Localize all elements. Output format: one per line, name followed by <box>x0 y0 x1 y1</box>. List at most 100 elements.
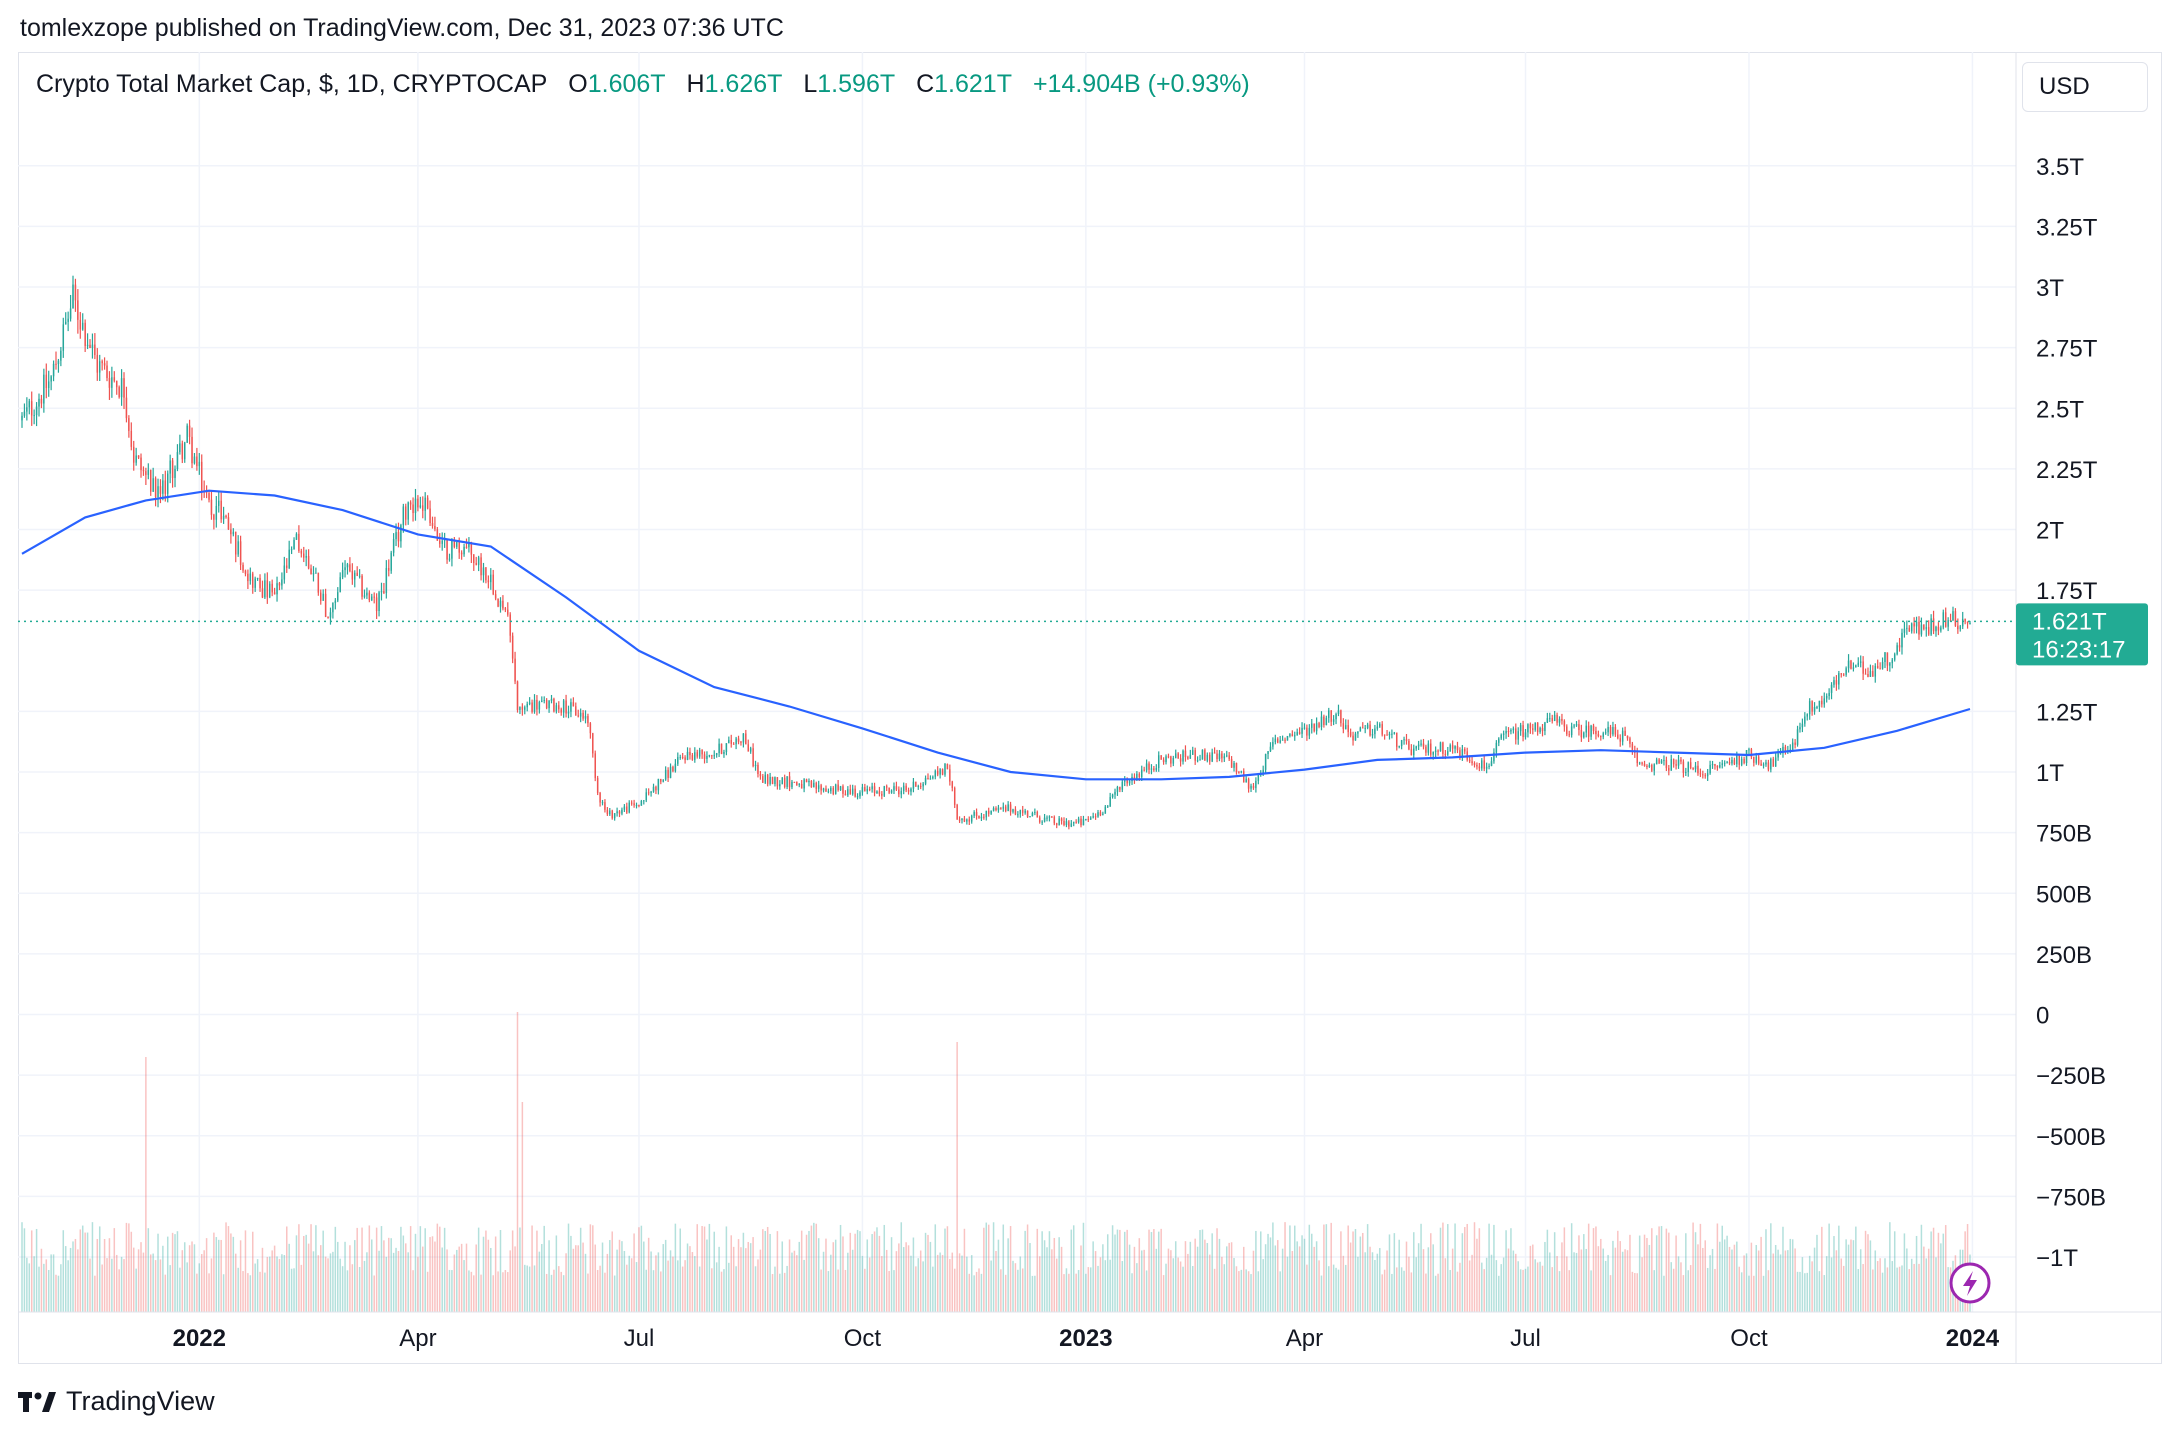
candle-body <box>970 815 973 822</box>
volume-bar <box>997 1239 1000 1312</box>
volume-bar <box>1233 1257 1235 1312</box>
candle-body <box>1799 727 1801 730</box>
symbol-description[interactable]: Crypto Total Market Cap, $, 1D, CRYPTOCA… <box>36 70 548 98</box>
candle-body <box>273 592 276 595</box>
volume-bar <box>1881 1272 1884 1312</box>
volume-bar <box>1298 1246 1301 1312</box>
candle-body <box>946 764 949 770</box>
candle-body <box>1228 755 1230 760</box>
candle-body <box>791 781 793 788</box>
candle-body <box>456 542 458 547</box>
volume-bar <box>686 1243 689 1312</box>
candle-body <box>1517 731 1519 740</box>
candle-body <box>281 579 283 586</box>
volume-bar <box>1872 1269 1874 1312</box>
candle-body <box>337 592 339 601</box>
candle-body <box>1765 762 1767 765</box>
volume-bar <box>436 1223 439 1312</box>
volume-bar <box>803 1259 805 1312</box>
volume-bar <box>380 1226 383 1312</box>
candle-body <box>1830 684 1833 693</box>
candle-body <box>1740 758 1743 765</box>
volume-bar <box>1308 1224 1311 1312</box>
volume-bar <box>1505 1230 1507 1312</box>
volume-bar <box>1648 1244 1651 1312</box>
volume-bar <box>142 1252 145 1312</box>
lightning-icon[interactable] <box>1949 1262 1991 1304</box>
volume-bar <box>745 1248 747 1312</box>
volume-bar <box>1126 1229 1128 1312</box>
candle-body <box>1949 620 1952 622</box>
candle-body <box>1187 757 1189 759</box>
candle-body <box>1702 774 1704 776</box>
volume-bar <box>958 1253 961 1312</box>
chart-frame[interactable] <box>18 52 2162 1364</box>
candle-body <box>647 792 650 794</box>
volume-bar <box>1148 1229 1150 1312</box>
volume-bar <box>200 1254 203 1312</box>
volume-bar <box>1449 1270 1451 1312</box>
candle-body <box>565 700 567 714</box>
volume-bar <box>1155 1248 1158 1312</box>
candle-body <box>181 443 184 460</box>
volume-bar <box>1947 1267 1949 1312</box>
candle-body <box>1570 726 1573 736</box>
volume-bar <box>1867 1234 1869 1312</box>
volume-bar <box>1483 1269 1485 1312</box>
candle-body <box>266 580 269 598</box>
candle-body <box>1315 723 1318 732</box>
volume-bar <box>1600 1238 1602 1312</box>
candle-body <box>1150 768 1153 770</box>
candle-body <box>1017 814 1019 816</box>
candle-body <box>137 455 140 458</box>
volume-bar <box>1840 1258 1843 1312</box>
candle-body <box>1058 818 1060 826</box>
volume-bar <box>975 1271 978 1312</box>
candle-body <box>1051 816 1053 818</box>
volume-bar <box>43 1263 45 1312</box>
candle-body <box>992 808 995 811</box>
volume-bar <box>660 1271 662 1312</box>
candle-body <box>929 778 932 780</box>
candle-body <box>1053 816 1056 824</box>
candle-body <box>562 700 565 713</box>
volume-bar <box>1493 1224 1495 1312</box>
volume-bar <box>388 1237 390 1312</box>
candle-body <box>26 407 28 412</box>
volume-bar <box>621 1241 623 1312</box>
candle-body <box>1859 661 1862 663</box>
candle-body <box>553 698 555 712</box>
candle-body <box>1505 731 1507 734</box>
candle-body <box>1449 745 1451 752</box>
volume-bar <box>1561 1242 1563 1312</box>
volume-bar <box>924 1232 927 1312</box>
lightning-icon-bolt[interactable] <box>1963 1271 1977 1296</box>
volume-bar <box>402 1235 405 1312</box>
candle-body <box>1119 787 1121 790</box>
volume-bar <box>1447 1224 1449 1312</box>
candle-body <box>876 791 878 794</box>
candle-body <box>834 784 837 795</box>
tradingview-branding[interactable]: TradingView <box>18 1386 215 1417</box>
candle-body <box>1255 780 1257 789</box>
volume-bar <box>40 1248 43 1312</box>
currency-selector[interactable]: USD <box>2022 62 2148 112</box>
candle-body <box>667 769 669 778</box>
volume-bar <box>570 1235 572 1312</box>
volume-bar <box>278 1258 281 1312</box>
volume-bar <box>762 1229 764 1312</box>
candle-body <box>1638 762 1641 764</box>
volume-bar <box>293 1268 295 1312</box>
candle-body <box>69 308 72 319</box>
candle-body <box>162 480 164 494</box>
candle-body <box>1549 718 1551 720</box>
volume-bar <box>1901 1265 1903 1312</box>
volume-bar <box>674 1223 677 1312</box>
volume-bar <box>1437 1273 1439 1312</box>
volume-bar <box>718 1246 720 1312</box>
candle-body <box>774 777 776 784</box>
volume-bar <box>1527 1266 1529 1312</box>
candle-body <box>448 558 451 560</box>
candle-body <box>541 700 543 703</box>
